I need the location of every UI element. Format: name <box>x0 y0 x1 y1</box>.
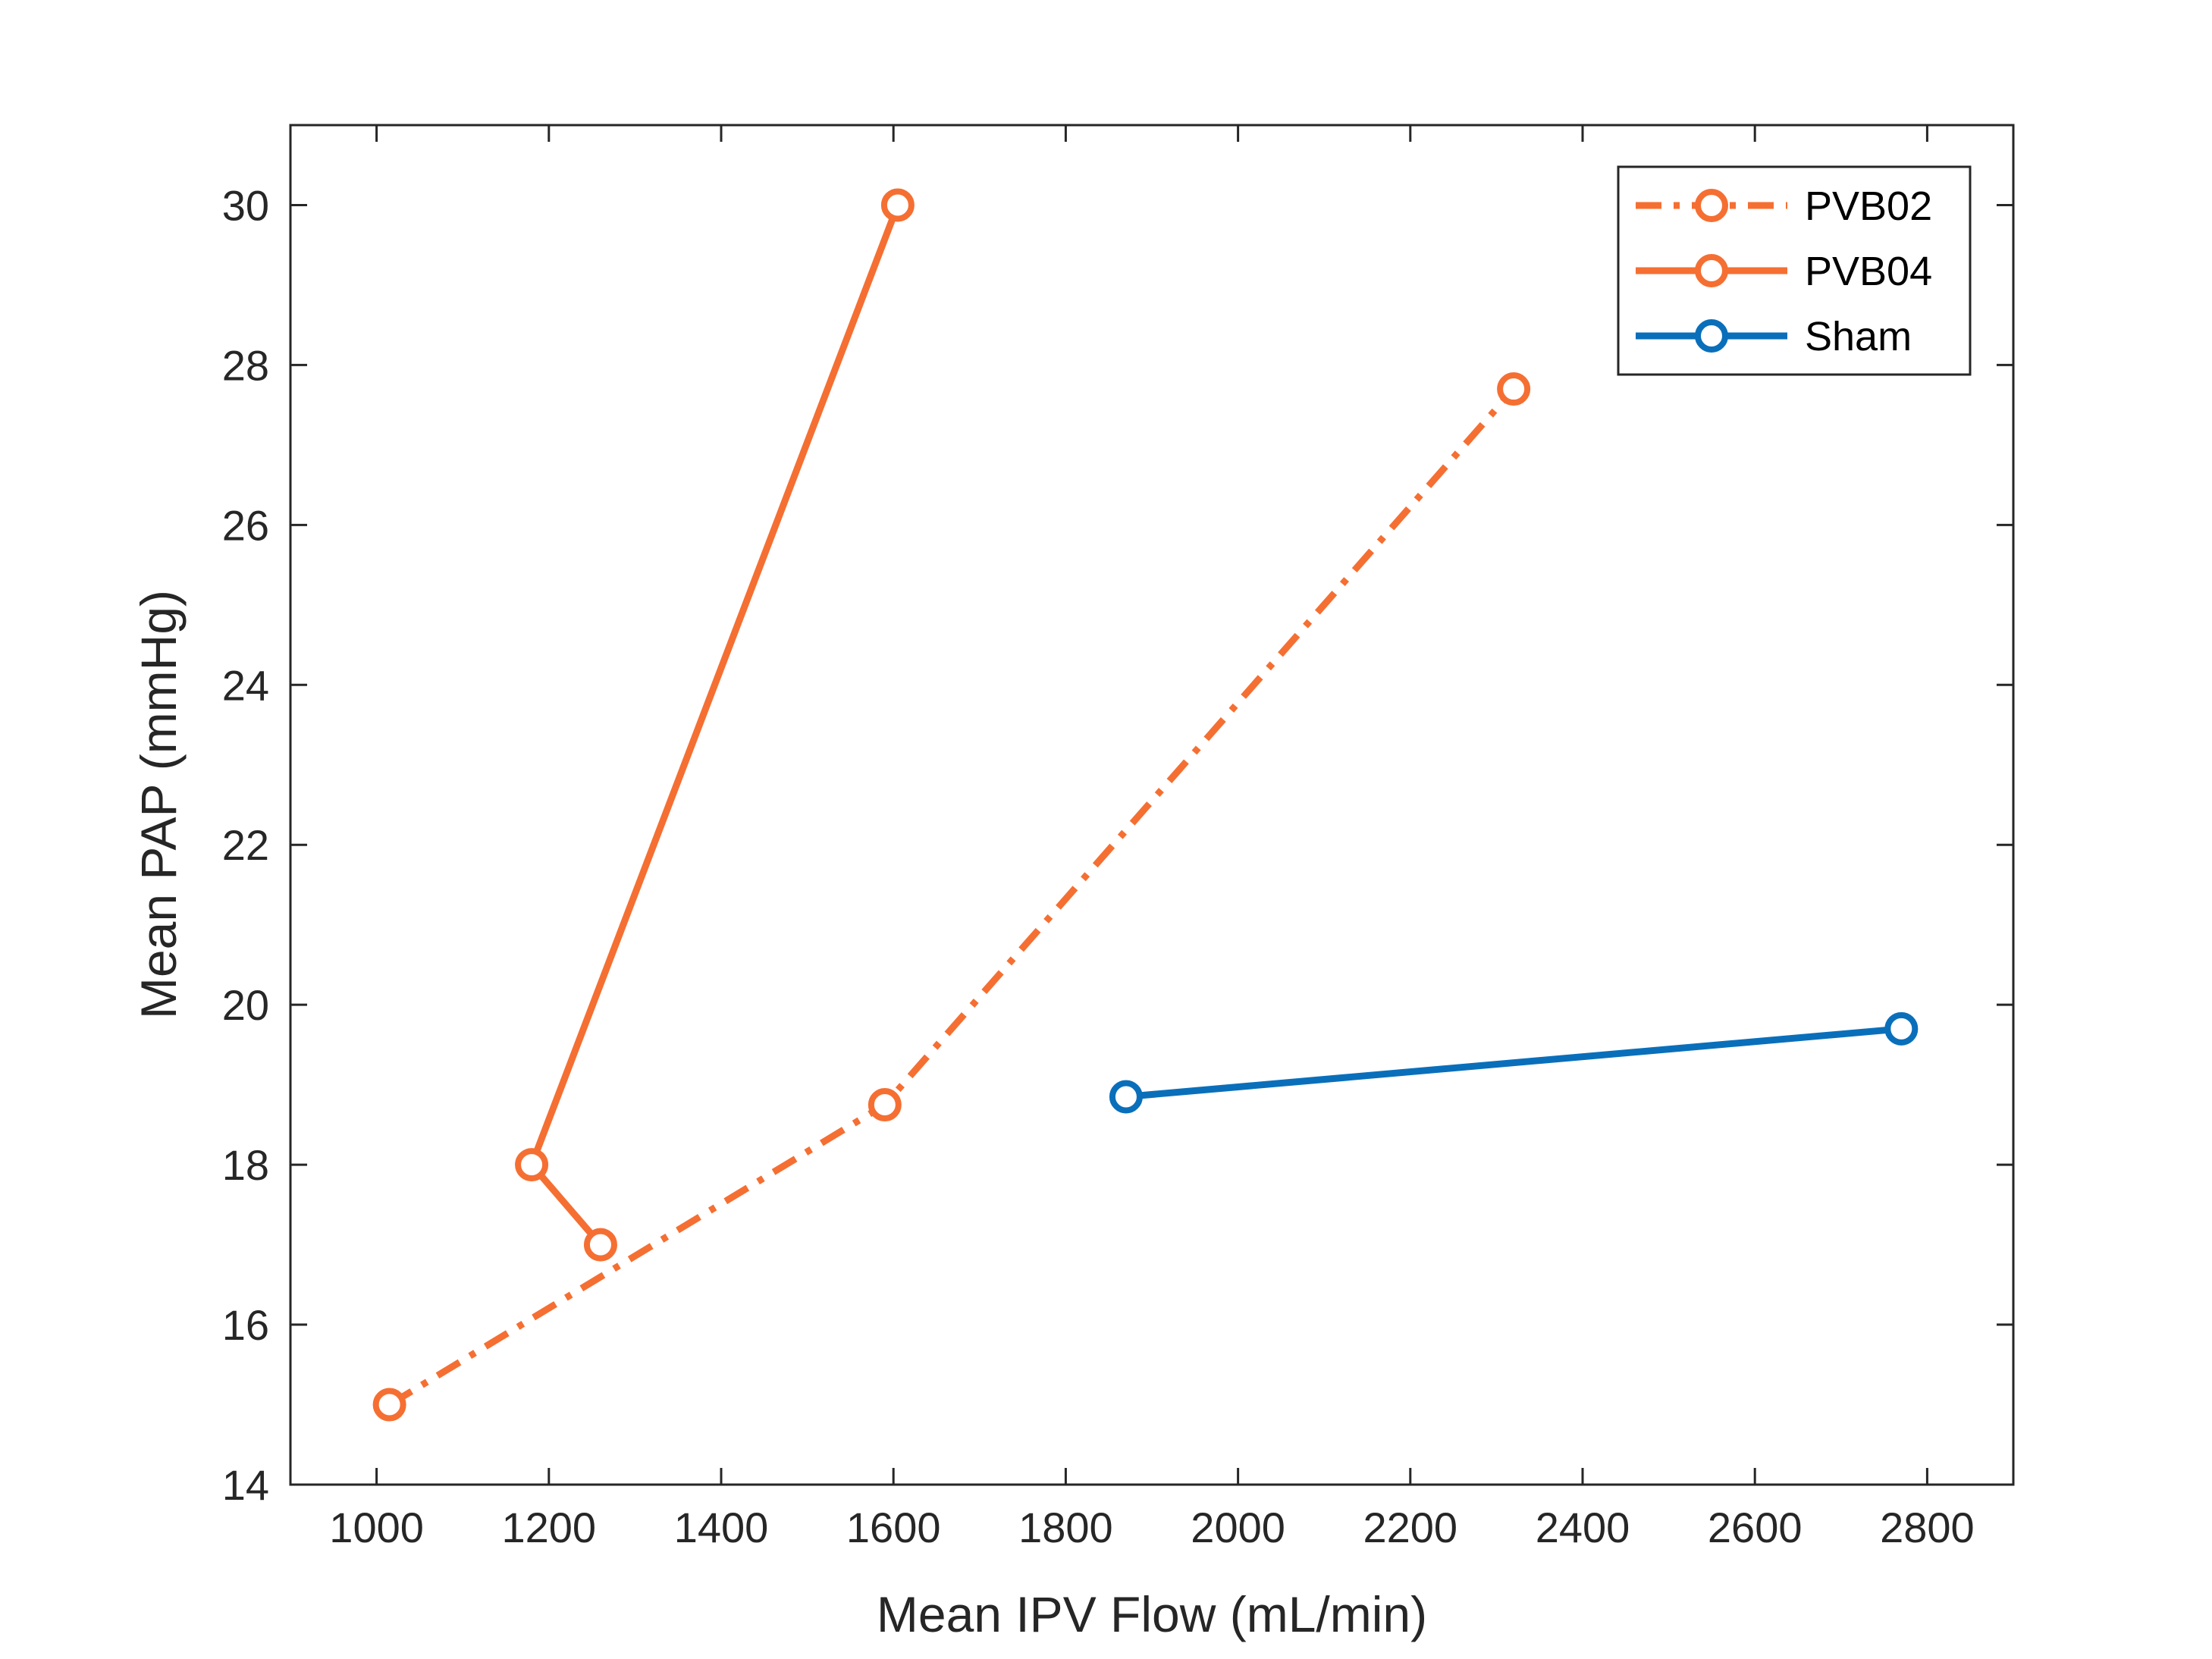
legend-marker-pvb02 <box>1695 189 1728 222</box>
x-tick-label: 2000 <box>1191 1504 1285 1551</box>
series-layer <box>372 188 1919 1422</box>
legend-label-sham: Sham <box>1805 314 1912 359</box>
legend-label-pvb04: PVB04 <box>1805 249 1932 294</box>
x-tick-label: 1400 <box>674 1504 769 1551</box>
legend-label-pvb02: PVB02 <box>1805 183 1932 229</box>
y-axis-label: Mean PAP (mmHg) <box>130 590 187 1019</box>
series-line-sham <box>1125 1025 1902 1100</box>
data-point-sham <box>1884 1011 1919 1046</box>
data-point-pvb04 <box>515 1148 549 1182</box>
y-tick-label: 18 <box>222 1141 269 1189</box>
legend-marker-pvb04 <box>1695 254 1728 287</box>
tick-labels: 1000 1200 1400 1600 1800 2000 2200 2400 2600 2800… <box>222 181 1975 1551</box>
data-point-pvb02 <box>1497 372 1531 406</box>
y-tick-label: 16 <box>222 1301 269 1349</box>
y-tick-label: 24 <box>222 661 269 709</box>
x-tick-label: 1600 <box>846 1504 941 1551</box>
x-tick-label: 2200 <box>1363 1504 1458 1551</box>
y-tick-label: 30 <box>222 181 269 229</box>
data-point-pvb02 <box>372 1388 406 1422</box>
y-tick-label: 26 <box>222 501 269 549</box>
y-tick-label: 14 <box>222 1461 269 1509</box>
legend: PVB02 PVB04 Sham <box>1617 165 1972 376</box>
x-tick-label: 2400 <box>1536 1504 1630 1551</box>
x-tick-label: 2600 <box>1708 1504 1803 1551</box>
data-point-pvb04 <box>880 188 915 222</box>
y-tick-label: 20 <box>222 981 269 1029</box>
x-tick-label: 1800 <box>1018 1504 1113 1551</box>
x-axis-label: Mean IPV Flow (mL/min) <box>877 1586 1427 1642</box>
plot-frame <box>289 124 2015 1486</box>
x-tick-label: 1200 <box>502 1504 597 1551</box>
data-point-pvb04 <box>583 1228 617 1262</box>
data-point-pvb02 <box>868 1088 902 1122</box>
x-tick-label: 2800 <box>1880 1504 1975 1551</box>
legend-marker-sham <box>1695 319 1728 353</box>
x-tick-label: 1000 <box>329 1504 424 1551</box>
y-tick-label: 28 <box>222 341 269 389</box>
y-tick-label: 22 <box>222 821 269 869</box>
data-point-sham <box>1109 1080 1143 1114</box>
